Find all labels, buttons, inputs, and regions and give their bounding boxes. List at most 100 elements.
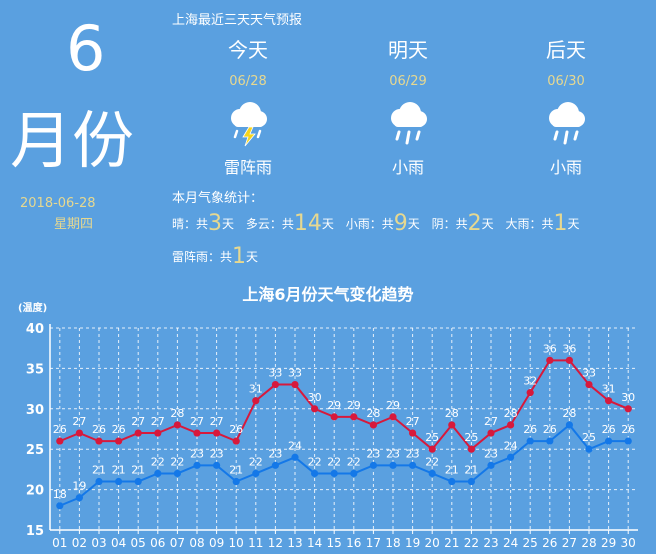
data-label-high: 26: [53, 423, 67, 436]
data-point-high: [369, 421, 377, 429]
data-point-high: [467, 445, 475, 453]
data-point-low: [56, 502, 64, 510]
data-point-low: [526, 437, 534, 445]
data-point-low: [565, 421, 574, 429]
forecast-day-after-tomorrow: 后天 06/30 小雨: [506, 36, 626, 178]
x-tick-label: 05: [131, 536, 146, 550]
data-label-low: 26: [621, 423, 635, 436]
data-label-high: 29: [347, 399, 361, 412]
data-label-low: 23: [386, 447, 400, 460]
x-tick-label: 22: [464, 536, 479, 550]
day-date: 06/28: [229, 74, 267, 89]
x-tick-label: 06: [150, 536, 165, 550]
data-point-high: [605, 397, 613, 405]
forecast-title: 上海最近三天天气预报: [172, 13, 303, 28]
day-condition: 雷阵雨: [223, 158, 272, 177]
x-tick-label: 19: [405, 536, 420, 550]
data-point-high: [624, 405, 632, 413]
data-label-high: 25: [464, 431, 478, 444]
stat-overcast: 阴：共2天: [431, 211, 494, 236]
data-point-low: [369, 461, 377, 469]
data-label-low: 23: [406, 447, 420, 460]
data-label-high: 30: [308, 391, 322, 404]
stats-row-1: 晴：共3天 多云：共14天 小雨：共9天 阴：共2天 大雨：共1天: [172, 211, 587, 236]
x-tick-label: 20: [425, 536, 440, 550]
y-tick-label: 20: [26, 484, 44, 499]
stat-cloudy: 多云：共14天: [245, 211, 334, 236]
x-tick-label: 26: [542, 536, 557, 550]
data-label-high: 36: [562, 342, 576, 355]
data-point-low: [134, 477, 142, 486]
x-tick-label: 10: [229, 536, 244, 550]
data-label-high: 29: [327, 399, 341, 412]
data-label-high: 31: [602, 383, 616, 396]
data-label-high: 33: [288, 367, 302, 380]
data-point-low: [95, 477, 103, 486]
data-point-high: [428, 445, 436, 453]
data-label-low: 23: [210, 447, 224, 460]
data-point-low: [389, 461, 397, 469]
y-tick-label: 40: [26, 322, 44, 337]
data-point-high: [95, 437, 103, 445]
data-point-low: [154, 469, 162, 478]
data-label-high: 28: [504, 407, 518, 420]
data-point-high: [271, 380, 279, 389]
day-name: 今天: [228, 38, 268, 62]
x-tick-label: 29: [601, 536, 616, 550]
data-label-high: 26: [92, 423, 106, 436]
data-label-high: 27: [190, 415, 204, 428]
data-point-low: [448, 477, 456, 486]
data-label-low: 21: [445, 464, 459, 477]
data-point-low: [350, 469, 358, 478]
data-label-low: 22: [308, 455, 322, 468]
data-label-low: 26: [602, 423, 616, 436]
stat-heavy-rain: 大雨：共1天: [505, 211, 580, 236]
x-tick-label: 13: [287, 536, 302, 550]
data-label-low: 24: [288, 439, 302, 452]
data-point-high: [350, 413, 358, 421]
forecast-day-today: 今天 06/28 雷阵雨: [188, 36, 308, 178]
data-point-high: [154, 429, 162, 437]
data-point-low: [487, 461, 495, 469]
month-number: 6: [66, 12, 106, 85]
x-tick-label: 09: [209, 536, 224, 550]
data-label-high: 25: [425, 431, 439, 444]
x-tick-label: 04: [111, 536, 126, 550]
day-name: 明天: [388, 38, 428, 62]
data-point-low: [428, 469, 436, 478]
data-label-low: 24: [504, 439, 518, 452]
data-point-high: [134, 429, 142, 437]
data-label-high: 27: [151, 415, 165, 428]
data-point-low: [232, 477, 240, 486]
x-tick-label: 02: [72, 536, 87, 550]
data-point-high: [193, 429, 201, 437]
data-point-low: [115, 477, 123, 486]
data-label-low: 22: [327, 455, 341, 468]
data-label-low: 26: [523, 423, 537, 436]
x-tick-label: 17: [366, 536, 381, 550]
data-point-high: [565, 356, 574, 364]
data-point-high: [585, 380, 593, 389]
day-date: 06/30: [547, 74, 585, 89]
x-tick-label: 01: [52, 536, 67, 550]
data-label-high: 29: [386, 399, 400, 412]
data-label-high: 30: [621, 391, 635, 404]
data-label-low: 21: [112, 464, 126, 477]
stat-thunderstorm: 雷阵雨：共1天: [172, 244, 259, 269]
data-point-low: [624, 437, 632, 445]
data-label-high: 27: [131, 415, 145, 428]
x-tick-label: 27: [562, 536, 577, 550]
data-point-high: [526, 389, 534, 397]
day-condition: 小雨: [549, 158, 582, 177]
data-label-high: 27: [406, 415, 420, 428]
data-label-low: 25: [582, 431, 596, 444]
data-point-high: [252, 397, 260, 405]
x-tick-label: 28: [581, 536, 596, 550]
data-point-low: [75, 494, 83, 502]
y-tick-label: 35: [26, 362, 44, 377]
y-axis-label: (温度): [18, 301, 47, 314]
data-label-high: 26: [112, 423, 126, 436]
data-label-low: 19: [72, 480, 86, 493]
data-label-low: 23: [366, 447, 380, 460]
